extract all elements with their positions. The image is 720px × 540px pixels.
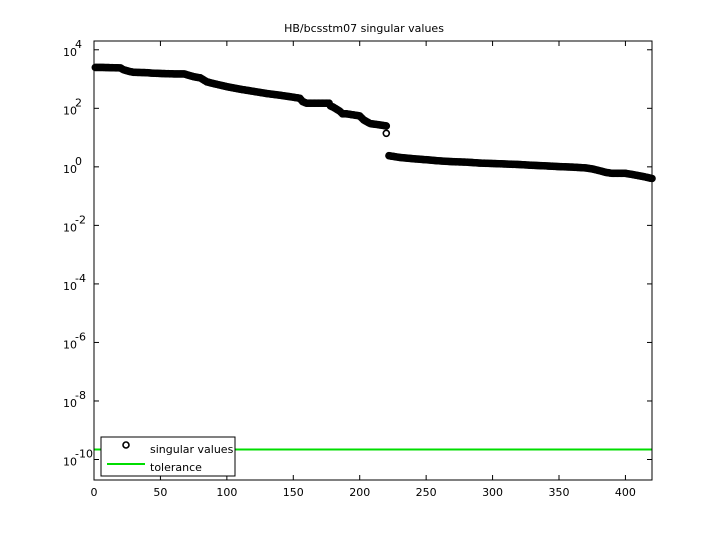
y-tick-label-base: 10 [63,221,77,234]
legend: singular values tolerance [100,436,236,477]
x-tick-label: 250 [416,486,437,499]
y-tick-label-base: 10 [63,280,77,293]
x-tick-label: 200 [349,486,370,499]
legend-label-singular-values: singular values [150,443,234,456]
x-tick-label: 350 [549,486,570,499]
y-tick-label-exponent: -6 [75,330,86,343]
data-layer [91,63,656,451]
x-tick-label: 150 [283,486,304,499]
y-tick-label-exponent: -4 [75,272,86,285]
x-tick-label: 100 [216,486,237,499]
legend-label-tolerance: tolerance [150,461,202,474]
y-tick-label-base: 10 [63,456,77,469]
singular-value-point [382,129,391,138]
y-tick-label-exponent: 4 [75,38,82,51]
y-tick-label-exponent: -8 [75,389,86,402]
y-tick-label-base: 10 [63,104,77,117]
legend-marker-singular-values [122,441,130,449]
singular-value-point [382,122,391,130]
y-tick-label-exponent: -10 [75,448,93,461]
y-tick-label-base: 10 [63,338,77,351]
x-tick-label: 50 [153,486,167,499]
x-tick-label: 400 [615,486,636,499]
x-tick-label: 300 [482,486,503,499]
y-tick-label-base: 10 [63,163,77,176]
ticks-layer: 0 50 100 150 200 250 300 350 40010410210010-210-… [63,38,652,499]
y-tick-label-exponent: -2 [75,213,86,226]
chart-title: HB/bcsstm07 singular values [284,22,444,35]
y-tick-label-exponent: 0 [75,155,82,168]
y-tick-label-base: 10 [63,397,77,410]
x-tick-label: 0 [91,486,98,499]
y-tick-label-exponent: 2 [75,96,82,109]
y-tick-label-base: 10 [63,46,77,59]
plot-frame [93,40,653,481]
